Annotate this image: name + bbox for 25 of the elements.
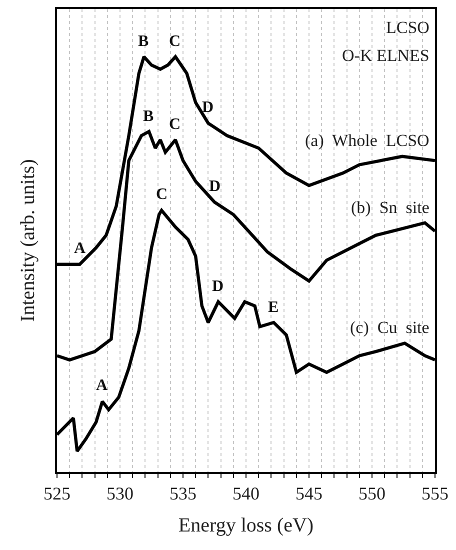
x-tick-label: 555 [422,484,448,504]
x-tick-label: 540 [232,484,260,504]
x-tick-label: 550 [358,484,386,504]
x-tick-label: 535 [170,484,196,504]
annotation: B [143,108,154,125]
annotation: C [169,33,181,50]
text: LCSO [386,18,430,37]
annotation: D [212,278,224,295]
annotation: C [169,116,181,133]
annotation: D [209,178,221,195]
x-tick-label: 525 [44,484,70,504]
x-tick-label: 530 [106,484,134,504]
x-axis-title: Energy loss (eV) [178,514,314,537]
annotation: A [96,377,108,394]
series-label: (b) Sn site [351,198,430,217]
y-axis-title: Intensity (arb. units) [17,159,39,322]
x-tick-label: 545 [296,484,322,504]
annotation: D [202,99,214,116]
annotation: A [74,240,86,257]
annotation: E [268,299,279,316]
series-label: (a) Whole LCSO [305,131,430,150]
series-label: (c) Cu site [350,318,430,337]
annotation: B [138,33,149,50]
annotation: C [156,186,168,203]
annotation: O-K ELNES [342,46,430,65]
